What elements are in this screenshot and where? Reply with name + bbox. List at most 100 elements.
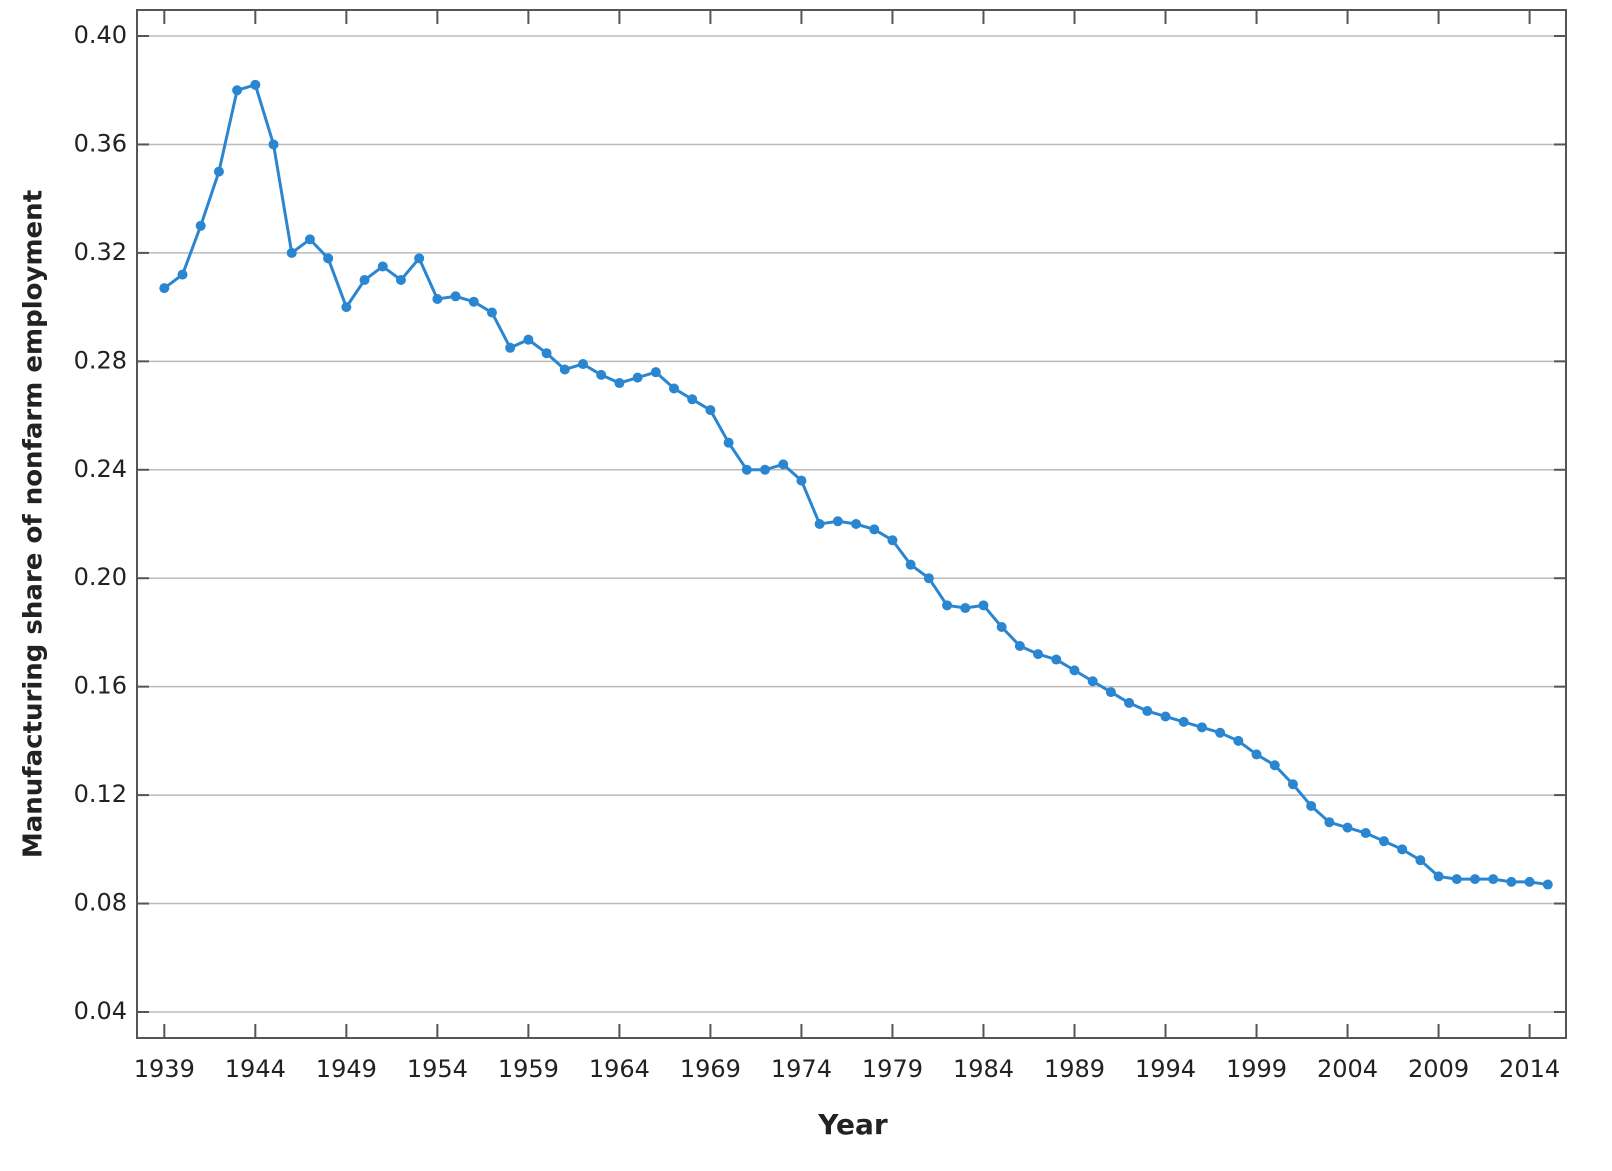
data-point: [1506, 876, 1517, 887]
data-point: [559, 364, 570, 375]
data-point: [286, 247, 297, 258]
data-point: [1360, 828, 1371, 839]
data-point: [1287, 779, 1298, 790]
data-point: [869, 524, 880, 535]
data-point: [1524, 876, 1535, 887]
data-point: [323, 253, 334, 264]
x-axis-label: Year: [817, 1108, 888, 1141]
data-point: [1051, 654, 1062, 665]
data-point: [177, 269, 188, 280]
data-point: [1488, 874, 1499, 885]
x-tick-label: 1989: [1044, 1055, 1105, 1083]
data-point: [723, 437, 734, 448]
data-point: [1469, 874, 1480, 885]
x-tick-label: 1974: [771, 1055, 832, 1083]
data-point: [650, 367, 661, 378]
x-tick-label: 1959: [498, 1055, 559, 1083]
data-point: [796, 475, 807, 486]
data-point: [1087, 676, 1098, 687]
data-point: [577, 359, 588, 370]
data-point: [1251, 749, 1262, 760]
data-point: [814, 519, 825, 529]
series-line: [163, 82, 1549, 887]
data-point: [250, 79, 261, 90]
data-point: [1342, 822, 1353, 833]
data-point: [669, 383, 680, 394]
y-tick-label: 0.36: [74, 129, 127, 157]
x-tick-label: 2004: [1317, 1055, 1378, 1083]
data-point: [450, 291, 461, 302]
data-point: [1196, 722, 1207, 733]
data-point: [905, 559, 916, 570]
data-point: [1069, 665, 1080, 676]
data-point: [1306, 800, 1317, 811]
x-tick-label: 1949: [316, 1055, 377, 1083]
data-point: [1178, 716, 1189, 727]
data-point: [268, 139, 279, 150]
data-point: [505, 342, 516, 353]
data-point: [1324, 817, 1335, 828]
x-tick-label: 1984: [953, 1055, 1014, 1083]
data-point: [760, 464, 771, 475]
x-tick-label: 1969: [680, 1055, 741, 1083]
y-tick-label: 0.16: [74, 672, 127, 700]
data-point: [1542, 879, 1553, 890]
data-point: [778, 459, 789, 470]
data-point: [1397, 844, 1408, 855]
data-point: [923, 573, 934, 584]
data-point: [1014, 640, 1025, 651]
data-point: [741, 464, 752, 475]
data-point: [195, 220, 206, 231]
x-tick-label: 1994: [1135, 1055, 1196, 1083]
data-point: [468, 296, 479, 307]
data-point: [942, 600, 953, 611]
y-axis-label: Manufacturing share of nonfarm employmen…: [19, 190, 49, 858]
data-point: [304, 234, 315, 245]
data-point: [1433, 871, 1444, 882]
y-tick-label: 0.08: [74, 889, 127, 917]
y-tick-label: 0.12: [74, 780, 127, 808]
data-point: [1160, 711, 1171, 722]
x-tick-label: 1954: [407, 1055, 468, 1083]
x-tick-label: 2014: [1499, 1055, 1560, 1083]
y-tick-label: 0.28: [74, 346, 127, 374]
data-point: [978, 600, 989, 611]
y-tick-label: 0.04: [74, 997, 127, 1025]
data-point: [213, 166, 224, 177]
data-point: [832, 516, 843, 527]
data-point: [851, 519, 862, 529]
y-tick-label: 0.32: [74, 238, 127, 266]
data-point: [996, 622, 1007, 633]
y-tick-label: 0.24: [74, 455, 127, 483]
data-point: [705, 405, 716, 416]
data-point: [1124, 697, 1135, 708]
data-point: [1033, 649, 1044, 660]
x-tick-label: 1999: [1226, 1055, 1287, 1083]
x-tick-label: 1944: [225, 1055, 286, 1083]
data-point: [414, 253, 425, 264]
data-point: [1378, 836, 1389, 847]
data-point: [887, 535, 898, 546]
data-point: [1269, 760, 1280, 771]
plot-frame: [136, 9, 1567, 1039]
data-point: [377, 261, 388, 272]
data-point: [523, 334, 534, 345]
y-tick-label: 0.40: [74, 21, 127, 49]
data-point: [432, 293, 443, 304]
x-tick-label: 1979: [862, 1055, 923, 1083]
x-tick-label: 1939: [134, 1055, 195, 1083]
data-point: [614, 378, 625, 389]
y-tick-label: 0.20: [74, 563, 127, 591]
data-point: [359, 275, 370, 286]
data-point: [1451, 874, 1462, 885]
data-point: [232, 85, 243, 96]
data-point: [1142, 706, 1153, 717]
data-point: [159, 283, 170, 294]
data-point: [632, 372, 643, 383]
data-point: [1233, 735, 1244, 746]
x-tick-label: 2009: [1408, 1055, 1469, 1083]
data-point: [960, 603, 971, 614]
data-point: [687, 394, 698, 405]
